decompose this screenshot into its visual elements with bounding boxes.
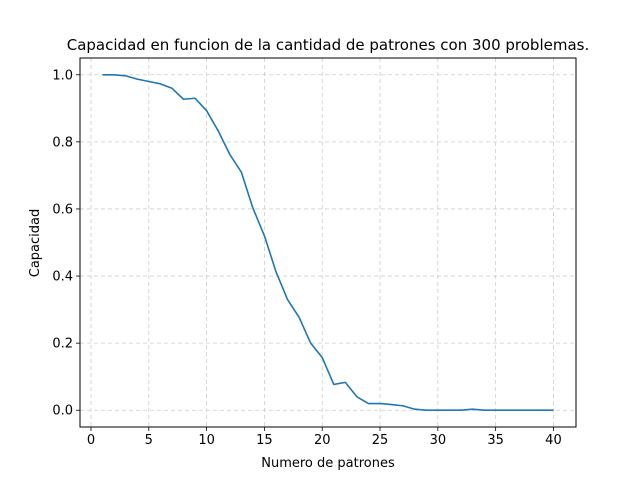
- x-tick-label: 5: [145, 433, 153, 448]
- y-tick-label: 0.8: [52, 135, 73, 150]
- x-tick-label: 30: [430, 433, 447, 448]
- x-tick-label: 15: [256, 433, 273, 448]
- y-tick-label: 0.4: [52, 270, 73, 285]
- x-tick-label: 25: [372, 433, 389, 448]
- x-tick-label: 40: [545, 433, 562, 448]
- x-axis-label: Numero de patrones: [261, 456, 395, 471]
- y-tick-label: 0.6: [52, 202, 73, 217]
- x-tick-label: 35: [487, 433, 504, 448]
- x-tick-label: 0: [87, 433, 95, 448]
- y-tick-label: 0.2: [52, 337, 73, 352]
- x-tick-label: 20: [314, 433, 331, 448]
- x-tick-label: 10: [198, 433, 215, 448]
- y-tick-label: 0.0: [52, 404, 73, 419]
- chart-title: Capacidad en funcion de la cantidad de p…: [67, 36, 590, 54]
- y-tick-label: 1.0: [52, 68, 73, 83]
- y-axis-label: Capacidad: [28, 209, 43, 278]
